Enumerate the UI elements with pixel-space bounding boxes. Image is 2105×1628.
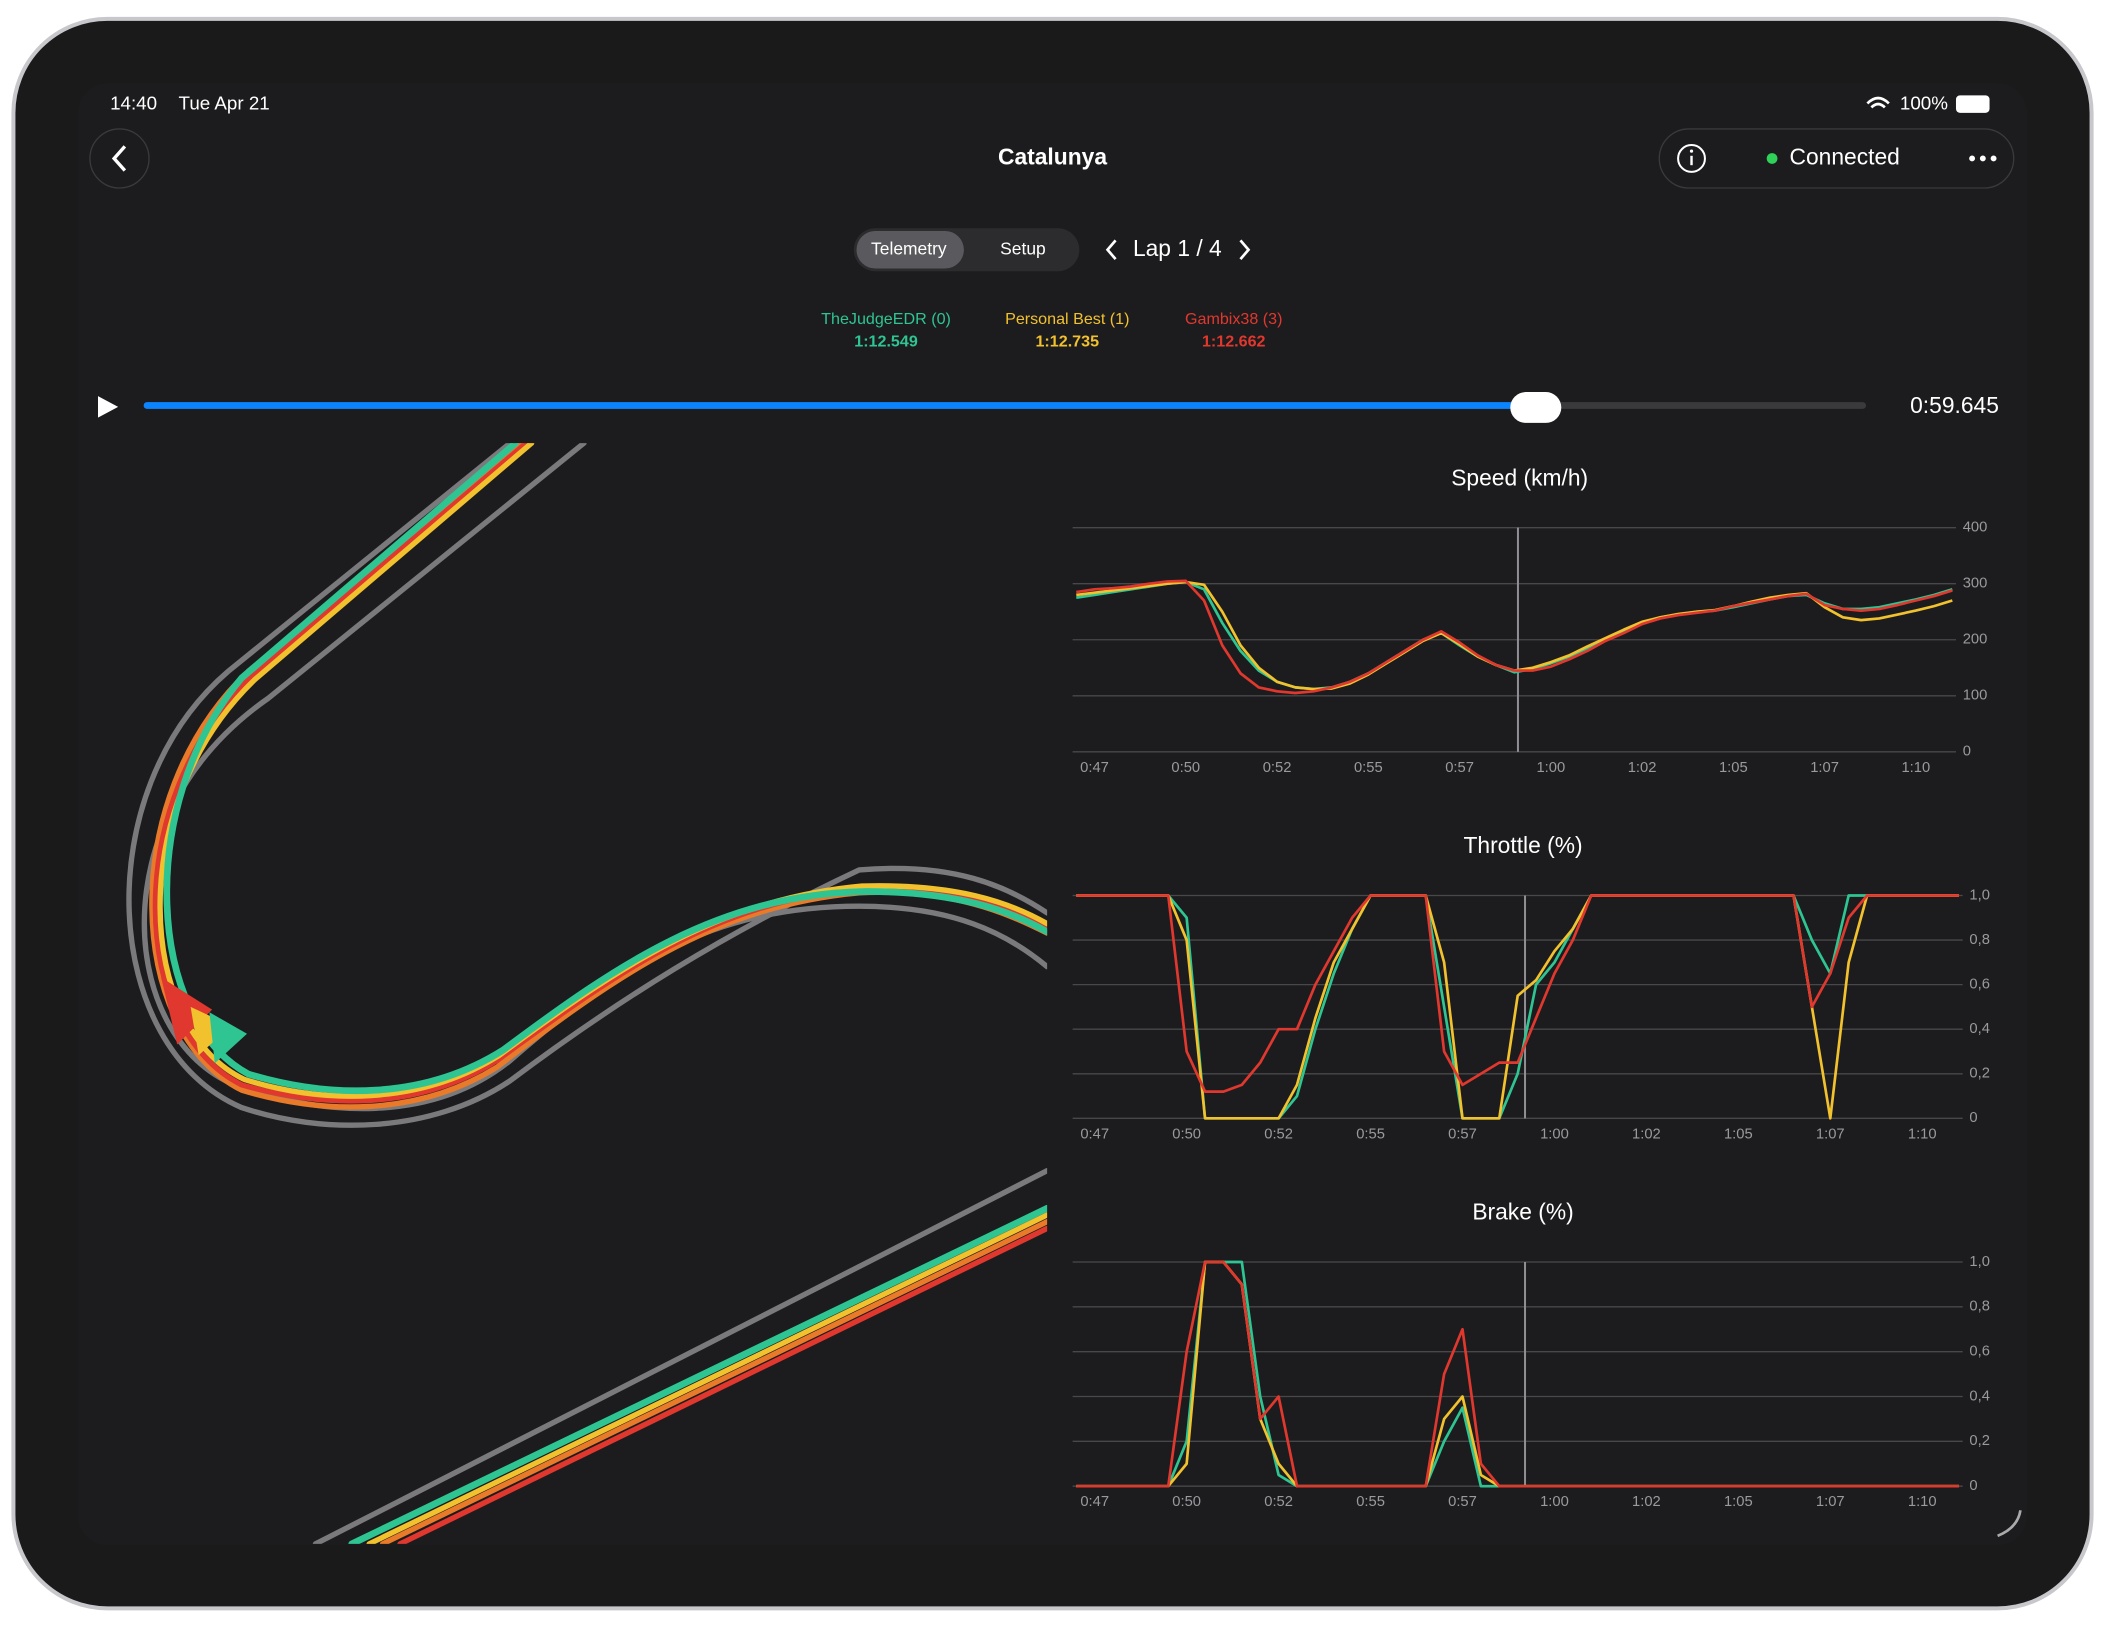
driver-time: 1:12.549 [854, 333, 918, 351]
resize-handle [1997, 1510, 2022, 1538]
x-tick-label: 0:50 [1172, 1494, 1201, 1510]
y-tick-label: 0 [1969, 1110, 1977, 1126]
y-tick-label: 300 [1963, 576, 1988, 592]
chart-title: Throttle (%) [1463, 832, 1582, 858]
x-tick-label: 1:07 [1816, 1494, 1845, 1510]
x-tick-label: 0:47 [1080, 1126, 1109, 1142]
selected-segment [856, 230, 964, 269]
driver-time: 1:12.735 [1035, 333, 1099, 351]
x-tick-label: 0:55 [1354, 760, 1383, 776]
y-tick-label: 0,8 [1969, 1299, 1990, 1315]
page-title: Catalunya [998, 144, 1107, 170]
x-tick-label: 0:55 [1356, 1494, 1385, 1510]
status-pill [1658, 128, 2015, 189]
y-tick-label: 0,2 [1969, 1433, 1990, 1449]
x-tick-label: 0:52 [1263, 760, 1292, 776]
y-tick-label: 0 [1963, 744, 1971, 760]
y-tick-label: 0,8 [1969, 932, 1990, 948]
x-tick-label: 1:02 [1632, 1494, 1661, 1510]
x-tick-label: 1:10 [1908, 1494, 1937, 1510]
playback-time: 0:59.645 [1910, 392, 1999, 418]
chart-title: Brake (%) [1472, 1199, 1573, 1225]
x-tick-label: 0:50 [1171, 760, 1200, 776]
tab[interactable]: Setup [1000, 238, 1046, 258]
x-tick-label: 1:07 [1816, 1126, 1845, 1142]
x-tick-label: 1:02 [1628, 760, 1657, 776]
x-tick-label: 0:47 [1080, 760, 1109, 776]
info-icon-dot [1689, 149, 1694, 153]
y-tick-label: 0,6 [1969, 977, 1990, 993]
x-tick-label: 1:02 [1632, 1126, 1661, 1142]
x-tick-label: 1:10 [1908, 1126, 1937, 1142]
battery-level: 100% [1900, 93, 1948, 114]
y-tick-label: 0,6 [1969, 1344, 1990, 1360]
y-tick-label: 100 [1963, 688, 1988, 704]
car-marker [209, 1012, 248, 1064]
series-line [1076, 1260, 1960, 1488]
y-tick-label: 0,2 [1969, 1066, 1990, 1082]
back-button[interactable] [89, 128, 150, 189]
x-tick-label: 0:52 [1264, 1126, 1293, 1142]
chart-title: Speed (km/h) [1451, 464, 1588, 490]
status-time: 14:40 [110, 93, 157, 114]
progress-fill [143, 402, 1535, 409]
more-button[interactable] [1969, 155, 1997, 162]
driver-time: 1:12.662 [1202, 333, 1266, 351]
y-tick-label: 0 [1969, 1478, 1977, 1494]
x-tick-label: 0:57 [1448, 1126, 1477, 1142]
y-tick-label: 1,0 [1969, 1254, 1990, 1270]
x-tick-label: 1:00 [1540, 1126, 1569, 1142]
x-tick-label: 1:00 [1536, 760, 1565, 776]
x-tick-label: 1:05 [1719, 760, 1748, 776]
y-tick-label: 0,4 [1969, 1021, 1990, 1037]
x-tick-label: 1:07 [1810, 760, 1839, 776]
connection-status: Connected [1790, 144, 1900, 170]
driver-name: TheJudgeEDR (0) [821, 310, 951, 328]
x-tick-label: 0:52 [1264, 1494, 1293, 1510]
y-tick-label: 0,4 [1969, 1388, 1990, 1404]
car-marker [190, 1006, 231, 1056]
x-tick-label: 1:10 [1901, 760, 1930, 776]
x-tick-label: 1:00 [1540, 1494, 1569, 1510]
track-map [126, 443, 1048, 1544]
wifi-icon [1866, 96, 1890, 109]
tab[interactable]: Telemetry [871, 238, 947, 258]
play-button[interactable] [98, 396, 119, 418]
driver-legend: TheJudgeEDR (0) 1:12.549 Personal Best (1)… [821, 310, 1282, 351]
connection-dot [1766, 153, 1778, 164]
x-tick-label: 1:05 [1724, 1494, 1753, 1510]
lap-label: Lap 1 / 4 [1133, 235, 1222, 261]
driver-name: Personal Best (1) [1005, 310, 1129, 328]
x-tick-label: 0:50 [1172, 1126, 1201, 1142]
prev-lap[interactable] [1105, 239, 1117, 261]
screen [77, 83, 2028, 1546]
x-tick-label: 0:57 [1448, 1494, 1477, 1510]
status-date: Tue Apr 21 [179, 93, 270, 114]
charts: Speed (km/h) 0 100 200 300 400 0:47 0:50 0:52 0:5… [1072, 464, 1990, 1510]
info-button[interactable] [1677, 144, 1706, 173]
y-tick-label: 200 [1963, 632, 1988, 648]
progress-knob[interactable] [1510, 392, 1562, 423]
y-tick-label: 1,0 [1969, 887, 1990, 903]
back-icon [111, 145, 127, 172]
car-marker [161, 977, 213, 1045]
battery-icon [1955, 95, 1990, 113]
next-lap[interactable] [1239, 239, 1251, 261]
y-tick-label: 400 [1963, 520, 1988, 536]
x-tick-label: 0:47 [1080, 1494, 1109, 1510]
x-tick-label: 1:05 [1724, 1126, 1753, 1142]
x-tick-label: 0:57 [1445, 760, 1474, 776]
series-line [1076, 894, 1960, 1093]
series-line [1076, 579, 1953, 695]
driver-name: Gambix38 (3) [1185, 310, 1283, 328]
x-tick-label: 0:55 [1356, 1126, 1385, 1142]
